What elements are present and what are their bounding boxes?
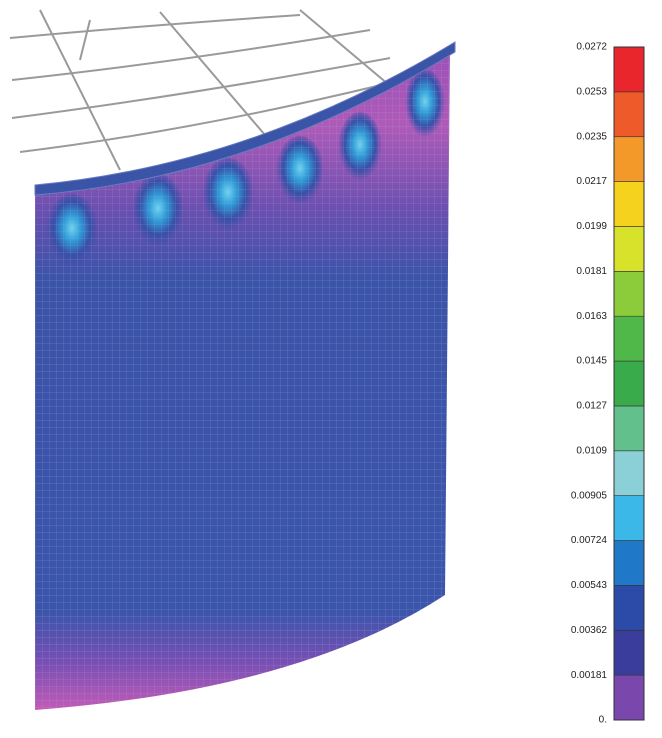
- legend-band: [614, 585, 644, 630]
- legend-band: [614, 451, 644, 496]
- legend-label: 0.0272: [576, 42, 607, 53]
- legend-label: 0.0127: [576, 401, 607, 412]
- legend-band: [614, 630, 644, 675]
- legend-label: 0.00362: [571, 625, 608, 636]
- legend-label: 0.0181: [576, 266, 607, 277]
- legend-band: [614, 361, 644, 406]
- legend-band: [614, 226, 644, 271]
- legend-label: 0.0253: [576, 87, 607, 98]
- legend-label: 0.00905: [571, 490, 608, 501]
- legend-label: 0.0163: [576, 311, 607, 322]
- color-legend: 0. 0.00181 0.00362 0.00543 0.00724 0.00905 0.0…: [571, 42, 644, 726]
- legend-band: [614, 47, 644, 92]
- legend-band: [614, 137, 644, 182]
- legend-label: 0.0145: [576, 356, 607, 367]
- fea-contour-view: 0. 0.00181 0.00362 0.00543 0.00724 0.00905 0.0…: [0, 0, 662, 738]
- legend-band: [614, 182, 644, 227]
- legend-label: 0.: [599, 715, 607, 726]
- legend-label: 0.0199: [576, 221, 607, 232]
- legend-band: [614, 541, 644, 586]
- legend-band: [614, 675, 644, 720]
- legend-label: 0.0235: [576, 131, 607, 142]
- legend-label: 0.0217: [576, 176, 607, 187]
- legend-band: [614, 271, 644, 316]
- legend-band: [614, 496, 644, 541]
- legend-band: [614, 406, 644, 451]
- legend-label: 0.00724: [571, 535, 608, 546]
- legend-band: [614, 316, 644, 361]
- legend-label: 0.00543: [571, 580, 608, 591]
- legend-band: [614, 92, 644, 137]
- legend-label: 0.00181: [571, 670, 608, 681]
- legend-label: 0.0109: [576, 445, 607, 456]
